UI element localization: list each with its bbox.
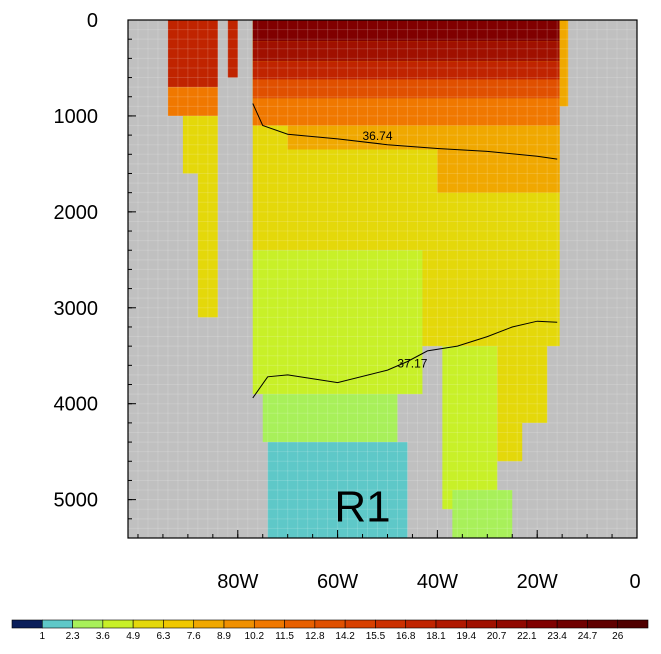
y-tick-label: 0 — [87, 10, 98, 32]
y-tick-label: 3000 — [54, 298, 99, 320]
colorbar-label: 19.4 — [457, 631, 477, 642]
field-region — [197, 173, 218, 318]
colorbar-label: 2.3 — [66, 631, 80, 642]
field-region — [422, 250, 560, 347]
y-tick-label: 4000 — [54, 394, 99, 416]
colorbar-label: 1 — [40, 631, 46, 642]
colorbar-label: 15.5 — [366, 631, 386, 642]
colorbar-swatch — [11, 619, 43, 629]
contour-label: 37.17 — [397, 356, 427, 370]
field-region — [227, 20, 238, 78]
plot-frame — [127, 19, 638, 539]
field-region — [252, 20, 560, 42]
field-region — [182, 115, 218, 174]
colorbar-swatch — [375, 619, 407, 629]
colorbar-label: 8.9 — [217, 631, 231, 642]
x-tick-label: 60W — [317, 571, 358, 593]
colorbar-swatch — [193, 619, 225, 629]
colorbar-label: 14.2 — [335, 631, 355, 642]
field-region — [252, 79, 560, 99]
colorbar-label: 12.8 — [305, 631, 325, 642]
y-tick-label: 1000 — [54, 106, 99, 128]
field-region — [497, 422, 523, 462]
field-region — [442, 346, 498, 510]
colorbar: 1 2.3 3.6 4.9 6.3 7.6 8.9 10.2 11.5 12.8 14.2 15.5 1… — [11, 619, 649, 642]
x-tick-label: 0 — [629, 571, 640, 593]
colorbar-label: 20.7 — [487, 631, 507, 642]
y-tick-label: 5000 — [54, 490, 99, 512]
colorbar-swatch — [72, 619, 104, 629]
colorbar-swatch — [526, 619, 558, 629]
contour-line — [252, 320, 558, 399]
field-region — [262, 394, 398, 443]
colorbar-label: 23.4 — [547, 631, 567, 642]
field-region — [252, 250, 423, 395]
colorbar-label: 24.7 — [578, 631, 598, 642]
grid — [128, 19, 638, 539]
colorbar-swatch — [223, 619, 255, 629]
field-region — [167, 20, 218, 88]
contour-line — [252, 103, 558, 160]
field-region — [252, 98, 560, 126]
colorbar-label: 6.3 — [156, 631, 170, 642]
colorbar-swatch — [314, 619, 346, 629]
field-region — [559, 20, 569, 107]
field-region — [287, 125, 560, 150]
contour-label: 36.74 — [362, 129, 392, 143]
field-region — [497, 346, 548, 423]
field-region — [252, 41, 560, 62]
field-region — [252, 61, 560, 80]
colorbar-swatch — [132, 619, 164, 629]
colorbar-label: 3.6 — [96, 631, 110, 642]
colorbar-swatch — [556, 619, 588, 629]
y-tick-label: 2000 — [54, 202, 99, 224]
colorbar-swatch — [284, 619, 316, 629]
colorbar-label: 11.5 — [275, 631, 294, 642]
colorbar-swatch — [344, 619, 376, 629]
colorbar-label: 7.6 — [187, 631, 201, 642]
colorbar-swatch — [41, 619, 73, 629]
colorbar-swatch — [617, 619, 649, 629]
colorbar-swatch — [102, 619, 134, 629]
colorbar-swatch — [253, 619, 285, 629]
colorbar-swatch — [496, 619, 528, 629]
colorbar-label: 10.2 — [245, 631, 265, 642]
colorbar-label: 22.1 — [517, 631, 537, 642]
axes: 80W 60W 40W 20W 0 0 1000 2000 3000 4000 5000 — [54, 10, 641, 593]
colorbar-label: 18.1 — [426, 631, 446, 642]
x-tick-label: 80W — [217, 571, 258, 593]
colorbar-swatch — [405, 619, 437, 629]
field-region — [452, 490, 513, 538]
plot-area — [128, 20, 637, 538]
colorbar-swatch — [587, 619, 619, 629]
colorbar-swatch — [465, 619, 497, 629]
field-region — [437, 149, 560, 193]
x-tick-label: 40W — [417, 571, 458, 593]
colorbar-label: 26 — [612, 631, 624, 642]
colorbar-swatch — [435, 619, 467, 629]
region-label: R1 — [334, 483, 390, 532]
contour-lines: 36.74 37.17 — [252, 103, 558, 399]
colorbar-label: 4.9 — [126, 631, 140, 642]
colorbar-label: 16.8 — [396, 631, 416, 642]
colorbar-swatch — [163, 619, 195, 629]
field-region — [167, 87, 218, 116]
x-tick-label: 20W — [517, 571, 558, 593]
field-region — [267, 442, 408, 538]
